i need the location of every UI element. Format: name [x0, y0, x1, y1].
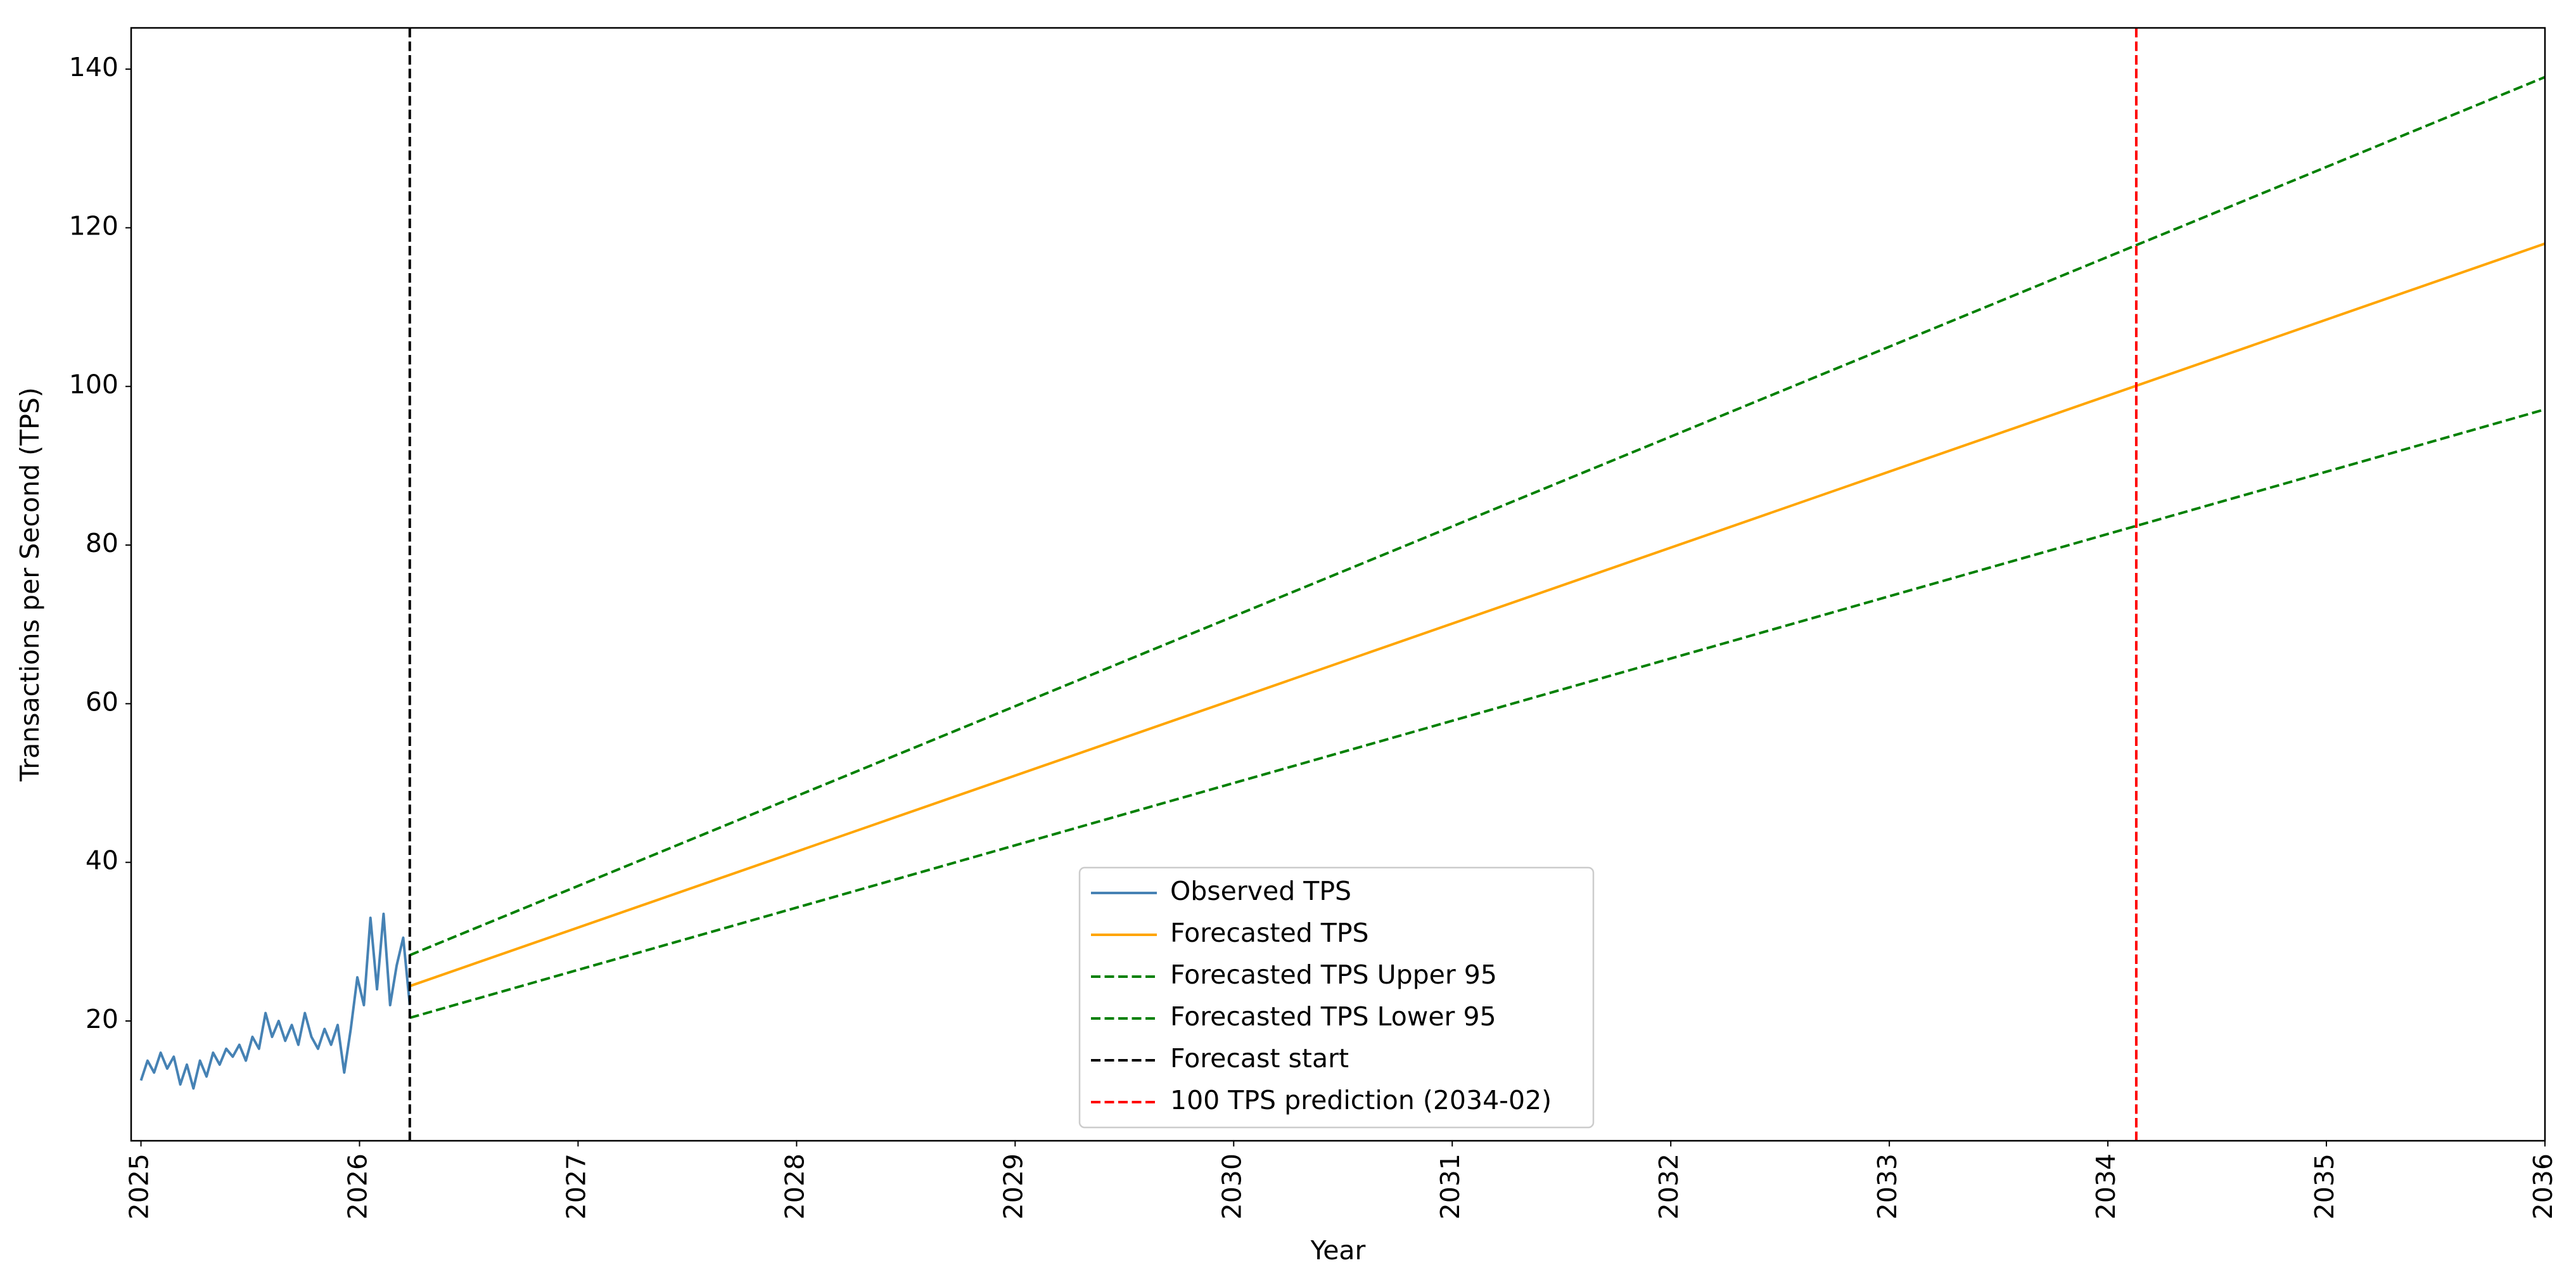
x-tick-label: 2033 — [1872, 1153, 1903, 1219]
legend-label: Forecasted TPS — [1170, 918, 1369, 948]
x-tick-label: 2035 — [2309, 1153, 2340, 1219]
series-line — [409, 75, 2545, 956]
x-tick-label: 2027 — [561, 1153, 591, 1219]
legend-label: Observed TPS — [1170, 876, 1351, 906]
series-line — [409, 242, 2545, 987]
series-line — [409, 408, 2545, 1019]
legend-box — [1078, 866, 1595, 1129]
plot-area — [139, 28, 2545, 1141]
y-tick-label: 40 — [86, 845, 118, 876]
y-tick-label: 100 — [69, 369, 118, 400]
y-tick-label: 60 — [86, 686, 118, 717]
series-line — [139, 913, 411, 1090]
x-tick-label: 2034 — [2091, 1153, 2121, 1219]
legend-label: Forecasted TPS Lower 95 — [1170, 1001, 1496, 1032]
legend-label: Forecasted TPS Upper 95 — [1170, 960, 1497, 990]
x-tick-label: 2025 — [124, 1153, 155, 1219]
x-tick-label: 2030 — [1216, 1153, 1247, 1219]
y-tick-label: 80 — [86, 528, 118, 558]
legend-label: Forecast start — [1170, 1043, 1349, 1074]
y-tick-label: 140 — [69, 52, 118, 82]
x-tick-label: 2028 — [779, 1153, 810, 1219]
x-tick-label: 2029 — [998, 1153, 1028, 1219]
x-tick-label: 2036 — [2528, 1153, 2558, 1219]
y-tick-label: 20 — [86, 1004, 118, 1034]
x-tick-label: 2032 — [1654, 1153, 1684, 1219]
y-axis-label: Transactions per Second (TPS) — [15, 387, 45, 782]
x-axis-label: Year — [1310, 1235, 1366, 1266]
legend-label: 100 TPS prediction (2034-02) — [1170, 1085, 1552, 1115]
x-tick-label: 2026 — [342, 1153, 373, 1219]
x-tick-label: 2031 — [1435, 1153, 1465, 1219]
y-tick-label: 120 — [69, 210, 118, 241]
plot-frame — [130, 27, 2546, 1142]
